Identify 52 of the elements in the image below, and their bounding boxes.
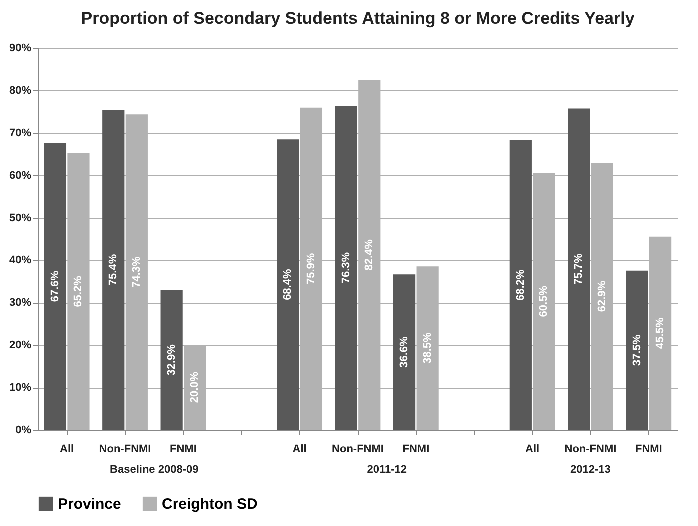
data-label: 62.9% — [596, 280, 608, 312]
data-label: 38.5% — [422, 332, 434, 364]
x-tick-label: All — [292, 444, 307, 456]
y-tick-label: 10% — [9, 382, 32, 394]
data-label: 45.5% — [654, 318, 667, 350]
bar — [335, 106, 358, 430]
legend-label: Creighton SD — [162, 496, 258, 513]
y-tick-label: 80% — [9, 84, 32, 97]
y-tick-label: 30% — [9, 297, 32, 310]
y-tick-label: 0% — [16, 424, 32, 436]
x-tick-label: FNMI — [402, 444, 430, 456]
data-label: 68.4% — [282, 269, 294, 300]
text: 2012-13 — [570, 464, 611, 476]
data-label: 75.4% — [108, 254, 120, 286]
data-label: 75.7% — [573, 254, 586, 285]
data-label: 65.2% — [72, 276, 85, 308]
x-tick-label: FNMI — [170, 444, 197, 456]
y-tick-label: 40% — [9, 254, 32, 267]
text: Baseline 2008-09 — [110, 464, 199, 476]
y-tick-label: 60% — [9, 170, 32, 182]
data-label: 67.6% — [49, 270, 62, 302]
bar — [160, 290, 183, 430]
data-label: 82.4% — [364, 239, 376, 271]
data-label: 20.0% — [189, 372, 202, 404]
x-tick-label: All — [60, 444, 74, 456]
bar — [626, 270, 648, 430]
data-label: 32.9% — [166, 344, 178, 376]
bar — [44, 143, 67, 430]
bar — [393, 274, 416, 430]
x-tick-label: FNMI — [635, 444, 662, 456]
data-label: 76.3% — [340, 252, 352, 284]
bar — [102, 110, 125, 430]
x-tick-label: Non-FNMI — [332, 444, 384, 456]
bar — [568, 108, 590, 430]
x-tick-label: Non-FNMI — [99, 444, 152, 456]
x-tick-label: Non-FNMI — [564, 444, 617, 456]
data-label: 74.3% — [130, 256, 143, 288]
data-label: 36.6% — [398, 336, 411, 368]
legend-label: Province — [58, 496, 122, 513]
y-tick-label: 90% — [9, 42, 32, 54]
data-label: 60.5% — [538, 286, 550, 318]
data-label: 75.9% — [305, 253, 318, 285]
text: 2011-12 — [367, 464, 407, 476]
bar — [277, 140, 300, 430]
y-tick-label: 50% — [9, 212, 32, 224]
y-tick-label: 20% — [9, 340, 32, 352]
data-label: 68.2% — [514, 269, 527, 301]
bar — [510, 140, 532, 430]
chart-title: Proportion of Secondary Students Attaining 8 or More Credits Yearly — [81, 9, 636, 28]
y-tick-label: 70% — [9, 127, 32, 140]
x-tick-label: All — [526, 444, 540, 456]
data-label: 37.5% — [631, 334, 644, 366]
